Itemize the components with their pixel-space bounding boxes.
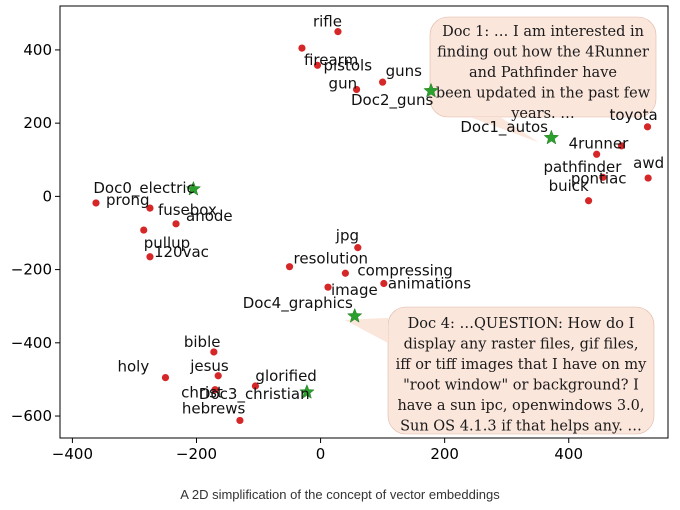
x-tick-label: −200 (176, 445, 217, 463)
word-point (161, 373, 170, 382)
word-label: christ (181, 384, 223, 402)
word-point (380, 279, 388, 288)
doc-star-point (299, 384, 315, 399)
embedding-scatter-chart: −400 −200 0 200 400 −600 −400 −200 0 200 400 Doc 1… (11, 5, 669, 463)
word-point (324, 283, 332, 291)
word-label: animations (388, 275, 471, 293)
word-point (599, 173, 607, 181)
word-label: fusebox (158, 201, 217, 219)
word-label: compressing (357, 261, 452, 279)
doc-star-point (543, 129, 560, 145)
y-tick-label: 0 (42, 187, 52, 205)
word-point (352, 85, 361, 94)
word-point (584, 197, 593, 205)
doc-star-point (423, 82, 439, 98)
callout-doc4-box (387, 306, 655, 435)
word-label: firearm (304, 51, 358, 69)
word-point (285, 263, 294, 271)
word-label: jpg (335, 227, 359, 245)
word-label: resolution (294, 250, 368, 268)
callout-doc4-tail-cover (345, 318, 388, 343)
word-label: rifle (313, 13, 342, 31)
y-tick-label: −400 (11, 334, 52, 352)
word-label: toyota (610, 106, 658, 124)
word-label: anode (186, 207, 233, 225)
word-point (146, 204, 154, 212)
word-point (617, 142, 626, 150)
word-point (341, 269, 349, 277)
word-label: bible (184, 333, 221, 351)
word-point (214, 372, 222, 380)
x-tick-label: −400 (52, 445, 93, 463)
word-label: holy (117, 358, 149, 376)
word-label: jesus (189, 357, 229, 375)
word-point (313, 61, 322, 69)
callout-doc1-line: finding out how the 4Runner (437, 45, 649, 61)
callout-doc4-line: have a sun ipc, openwindows 3.0, (397, 398, 644, 414)
word-point (379, 78, 387, 86)
doc-label: Doc1_autos (460, 118, 548, 137)
callout-doc4-line: display any raster files, gif files, (404, 337, 639, 353)
y-tick-label: −200 (11, 261, 52, 279)
doc-label: Doc0_electric (93, 179, 194, 198)
word-point (236, 416, 244, 425)
callout-doc1-line: been updated in the past few (436, 86, 651, 102)
word-label: image (331, 281, 378, 299)
doc-label: Doc2_guns (351, 91, 434, 110)
doc-label: Doc4_graphics (243, 294, 353, 313)
word-point (140, 226, 148, 234)
y-tick-label: −600 (11, 407, 52, 425)
doc-star-point (185, 180, 202, 196)
x-tick-label: 0 (316, 445, 326, 463)
word-label: prong (106, 191, 150, 209)
word-point (146, 253, 154, 261)
word-point (211, 386, 219, 394)
figure-caption: A 2D simplification of the concept of ve… (180, 487, 500, 502)
points-layer (92, 28, 652, 425)
word-label: glorified (255, 367, 316, 385)
callout-doc1-line: years. … (510, 106, 575, 122)
doc-star-point (346, 307, 363, 323)
word-label: pullup (144, 234, 190, 252)
y-tick-label: 200 (23, 114, 52, 132)
word-point (172, 220, 180, 228)
word-label: pistols (323, 56, 372, 74)
plot-area-frame (59, 5, 669, 439)
callout-doc1-tail-cover (470, 117, 538, 142)
word-label: buick (549, 177, 589, 195)
word-label: guns (386, 62, 423, 80)
callout-doc4-line: Doc 4: …QUESTION: How do I (408, 316, 635, 332)
word-point (593, 150, 601, 158)
word-label: 4runner (569, 134, 629, 152)
word-label: hebrews (182, 399, 246, 417)
axes: −400 −200 0 200 400 −600 −400 −200 0 200 400 (11, 41, 583, 463)
callout-layer: Doc 1: … I am interested in finding out h… (345, 16, 657, 435)
callout-doc4-line: Sun OS 4.1.3 if that helps any. … (400, 419, 642, 435)
word-point (643, 123, 652, 131)
word-point (92, 199, 100, 207)
doc-label: Doc3_christian (199, 385, 310, 404)
word-label: 120vac (154, 243, 209, 261)
word-point (210, 348, 218, 356)
callout-doc1-line: Doc 1: … I am interested in (442, 24, 644, 40)
callout-doc1-line: and Pathfinder have (469, 65, 617, 81)
callout-doc4-line: iff or tiff images that I have on my (396, 357, 648, 373)
word-point (334, 28, 342, 36)
word-label: awd (633, 154, 664, 172)
callout-doc1-box (429, 16, 657, 118)
x-tick-label: 400 (554, 445, 583, 463)
word-point (354, 244, 362, 252)
x-tick-label: 200 (430, 445, 459, 463)
word-point (298, 44, 306, 52)
word-point (251, 382, 260, 390)
word-point (644, 174, 652, 182)
callout-doc4-line: "root window" or background? I (403, 378, 639, 394)
y-tick-label: 400 (23, 41, 52, 59)
word-label: gun (329, 74, 358, 92)
word-label: pontiac (571, 169, 627, 187)
word-label: pathfinder (543, 158, 622, 176)
